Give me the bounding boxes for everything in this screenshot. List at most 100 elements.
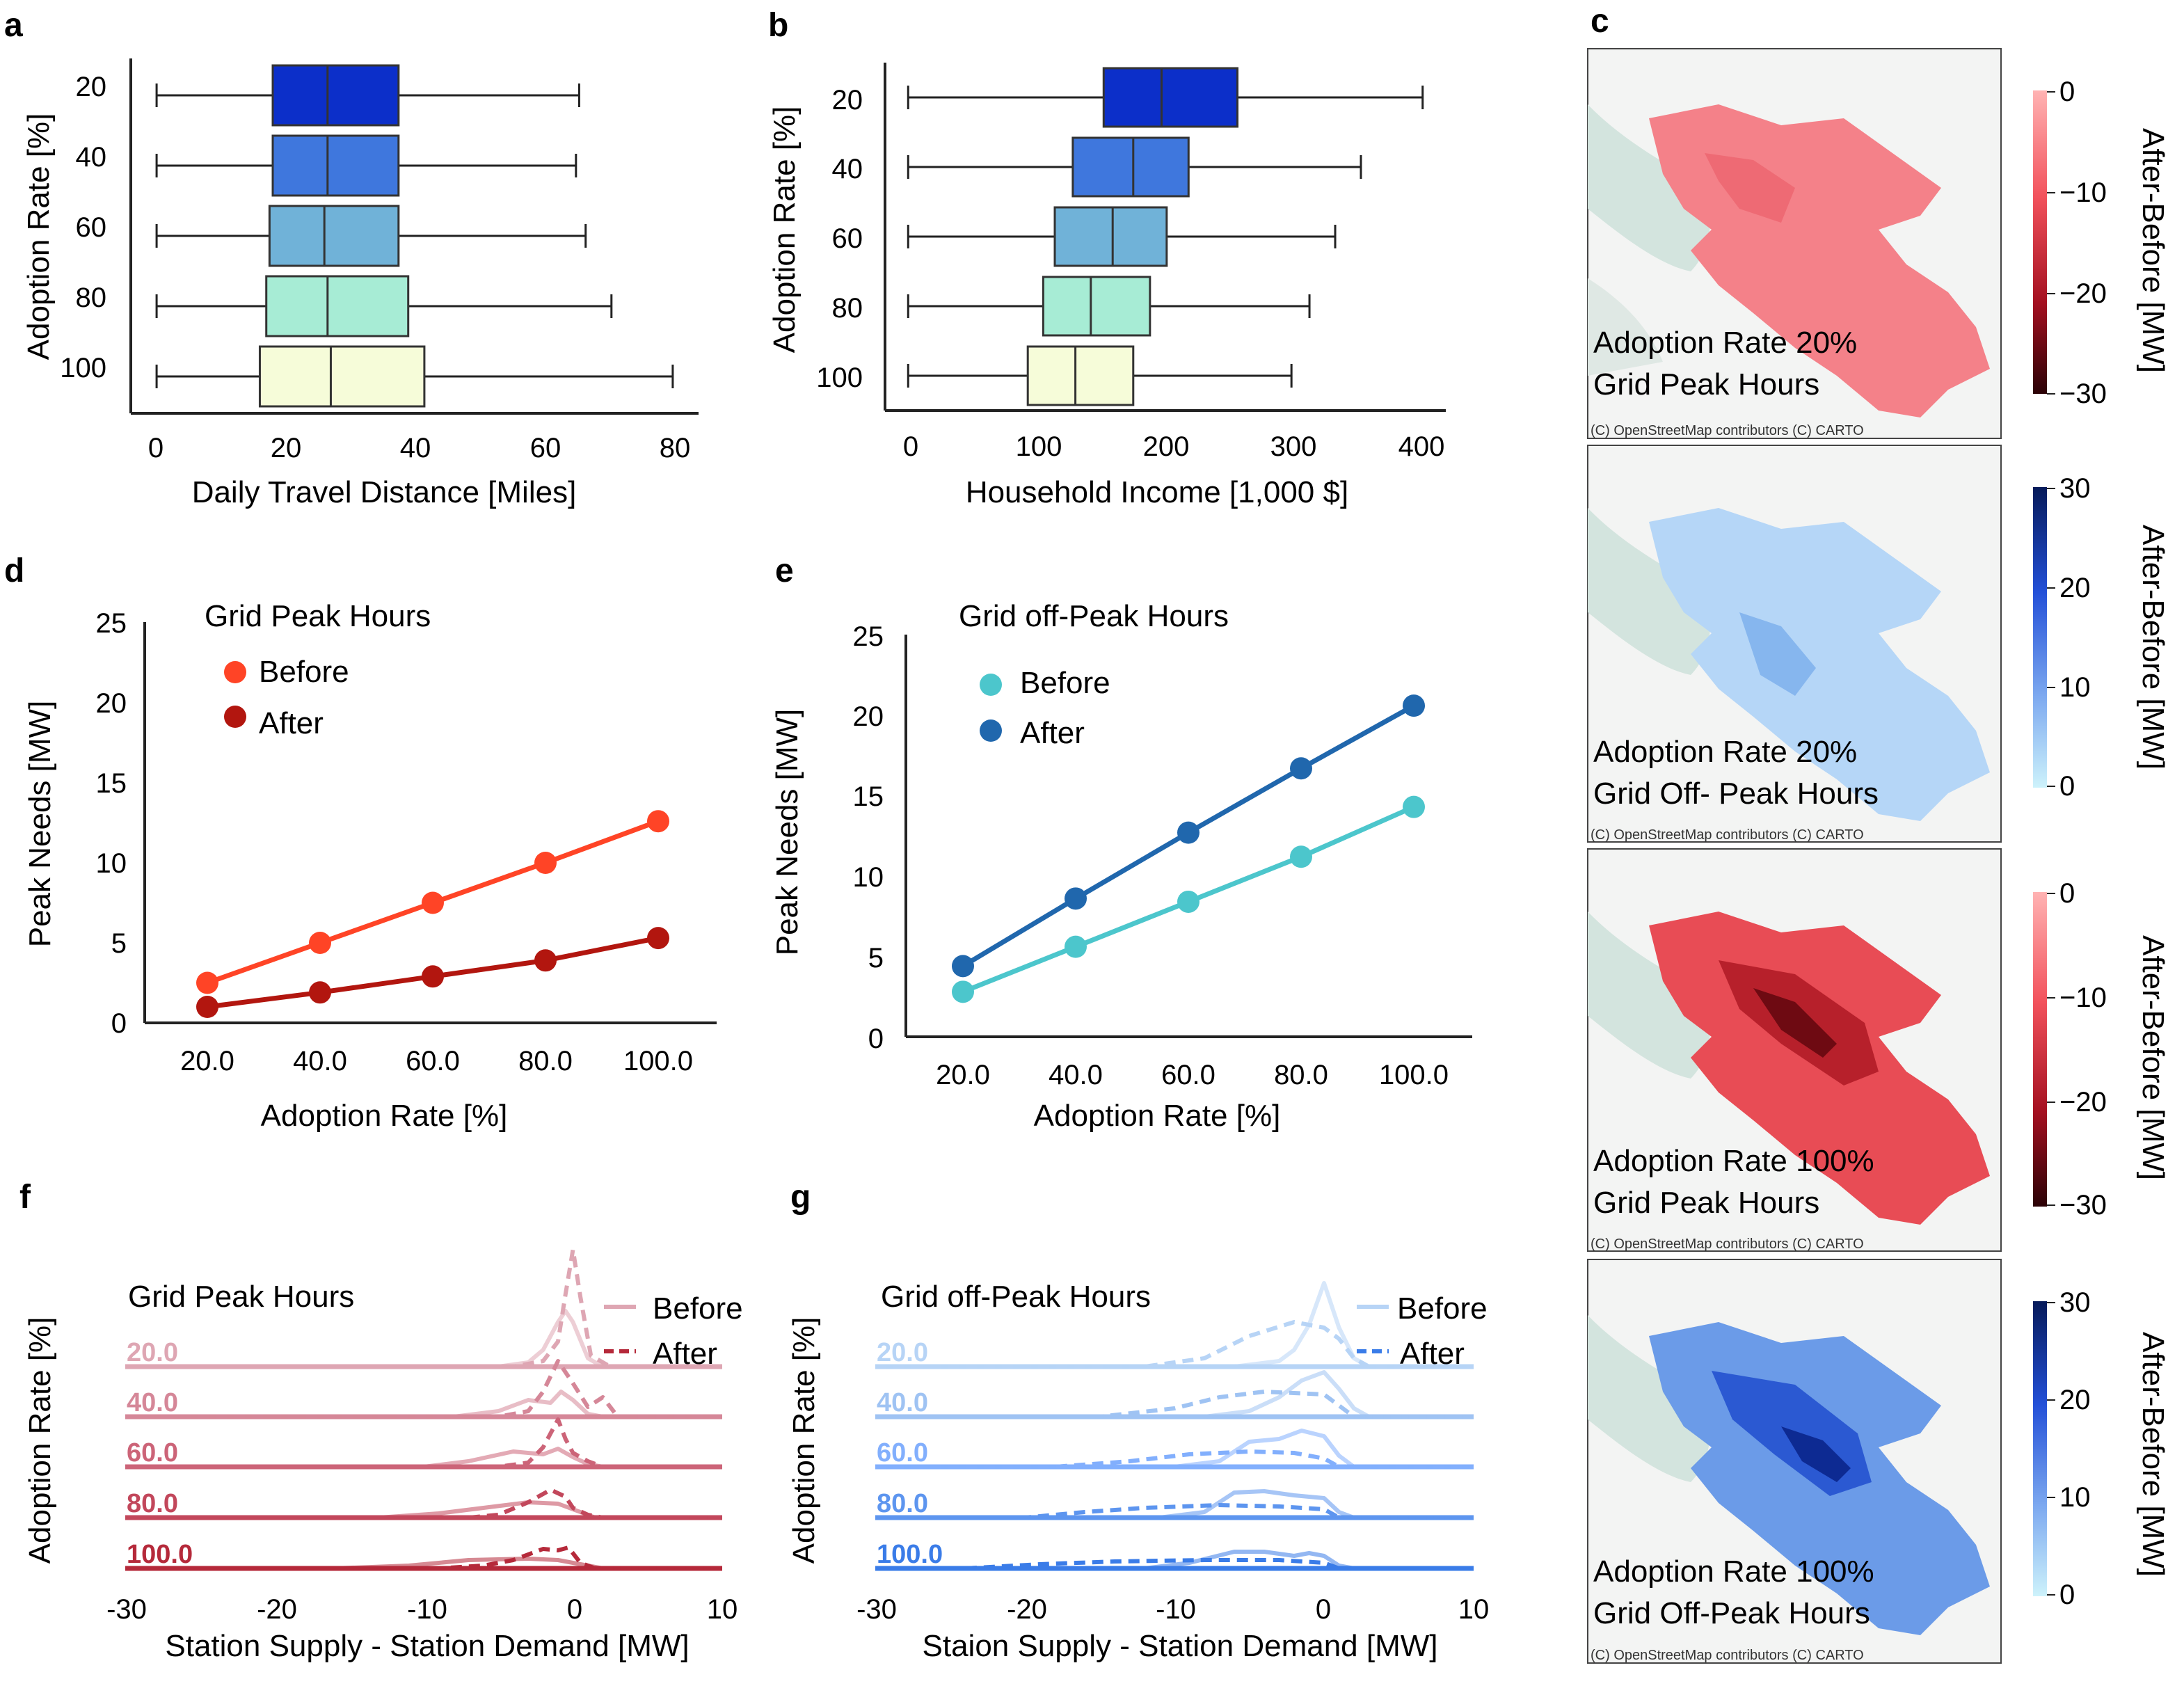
d-ytick-20: 20 <box>96 688 127 719</box>
e-point-after-100 <box>1403 694 1425 717</box>
g-curve-before-40.0 <box>875 1370 1474 1419</box>
d-legend-marker-after <box>224 706 246 728</box>
g-curve-after-80.0 <box>875 1503 1474 1520</box>
d-point-after-20 <box>196 996 218 1018</box>
g-row-label-60.0: 60.0 <box>877 1438 928 1468</box>
c-map-1-land <box>1588 278 1663 376</box>
e-point-after-20 <box>952 955 974 978</box>
c-map-4-cbar-label-3: 0 <box>2059 1580 2075 1610</box>
c-map-3-cbar-label-0: 0 <box>2059 878 2075 909</box>
c-map-1-cbar-title: After-Before [MW] <box>2136 128 2170 373</box>
d-xtick-20: 20.0 <box>180 1046 234 1076</box>
e-ytick-5: 5 <box>868 943 884 973</box>
f-row-label-40.0: 40.0 <box>127 1388 178 1417</box>
c-map-3-cbar-label-2: −20 <box>2059 1087 2107 1118</box>
f-row-label-100.0: 100.0 <box>127 1540 193 1569</box>
panel-g-ridgeline: 20.0 40.0 60.0 80.0 100.0 Grid off-Peak Hour… <box>787 1280 1489 1663</box>
g-legend-after: After <box>1400 1337 1465 1371</box>
a-box-100 <box>258 345 426 408</box>
f-xtick-0: 0 <box>567 1594 582 1625</box>
panel-letter-a: a <box>4 7 23 44</box>
c-map-4-label2: Grid Off-Peak Hours <box>1593 1596 1870 1630</box>
a-xtick-80: 80 <box>660 433 691 463</box>
c-map-4-cbar-label-1: 20 <box>2059 1385 2091 1415</box>
a-box-80 <box>265 275 410 337</box>
f-xtick-n30: -30 <box>106 1594 147 1625</box>
b-xtick-0: 0 <box>903 431 918 462</box>
c-map-4-cbar-label-2: 10 <box>2059 1482 2091 1513</box>
c-map-1-cbar-label-3: −30 <box>2059 379 2107 409</box>
a-ylabel: Adoption Rate [%] <box>22 113 56 360</box>
g-ylabel: Adoption Rate [%] <box>787 1317 821 1564</box>
c-map-3-label1: Adoption Rate 100% <box>1593 1144 1874 1178</box>
e-ytick-10: 10 <box>853 862 884 893</box>
b-xtick-300: 300 <box>1270 431 1317 462</box>
panel-f-ridgeline: 20.0 40.0 60.0 80.0 100.0 Grid Peak Hours Be… <box>23 1248 743 1663</box>
c-map-2-cbar-label-0: 30 <box>2059 473 2091 504</box>
a-ytick-40: 40 <box>76 142 107 173</box>
panel-d-line: 0 5 10 15 20 25 20.0 40.0 60.0 80.0 100.… <box>23 599 717 1133</box>
g-xtick-0: 0 <box>1316 1594 1331 1625</box>
f-row-label-20.0: 20.0 <box>127 1338 178 1367</box>
b-box-100 <box>1026 345 1135 406</box>
c-map-4-bay <box>1588 1315 1711 1482</box>
e-legend-marker-before <box>980 674 1002 696</box>
c-map-1-cbar-label-1: −10 <box>2059 177 2107 208</box>
c-map-1-cbar-label-0: 0 <box>2059 77 2075 107</box>
b-ytick-60: 60 <box>832 223 863 254</box>
e-point-before-60 <box>1177 890 1199 913</box>
d-ytick-5: 5 <box>111 928 127 959</box>
f-curve-after-60.0 <box>125 1417 722 1469</box>
e-xlabel: Adoption Rate [%] <box>1034 1099 1281 1133</box>
e-title: Grid off-Peak Hours <box>959 599 1229 633</box>
panel-c-maps: Adoption Rate 20% Grid Peak Hours (C) Op… <box>1587 48 2170 1664</box>
e-legend-after: After <box>1020 716 1085 750</box>
f-legend-after: After <box>653 1337 717 1371</box>
g-curve-after-40.0 <box>875 1390 1474 1419</box>
f-curve-after-40.0 <box>125 1359 722 1419</box>
e-ytick-25: 25 <box>853 621 884 652</box>
c-map-4-cbar-label-0: 30 <box>2059 1287 2091 1318</box>
f-row-label-80.0: 80.0 <box>127 1489 178 1518</box>
c-map-1: Adoption Rate 20% Grid Peak Hours (C) Op… <box>1587 48 2170 439</box>
d-point-before-80 <box>534 852 557 874</box>
panel-letter-d: d <box>4 552 24 589</box>
d-ytick-15: 15 <box>96 768 127 799</box>
c-map-2-label2: Grid Off- Peak Hours <box>1593 777 1879 811</box>
b-xtick-200: 200 <box>1143 431 1190 462</box>
a-xtick-60: 60 <box>530 433 561 463</box>
panel-b-boxplot: 20 40 60 80 100 0 100 200 300 400 Househ… <box>767 63 1446 509</box>
d-legend-before: Before <box>259 655 349 689</box>
b-box-80 <box>1042 276 1151 337</box>
a-box-40 <box>271 134 400 197</box>
d-point-before-60 <box>422 891 444 914</box>
g-curve-after-100.0 <box>875 1558 1474 1570</box>
panel-letter-c: c <box>1591 3 1609 40</box>
e-legend-before: Before <box>1020 666 1110 700</box>
d-ylabel: Peak Needs [MW] <box>23 701 57 948</box>
c-map-1-cbar-label-2: −20 <box>2059 278 2107 309</box>
a-ytick-100: 100 <box>60 353 106 383</box>
panel-letter-e: e <box>775 552 794 589</box>
e-point-after-40 <box>1065 887 1087 910</box>
d-title: Grid Peak Hours <box>205 599 431 633</box>
d-legend-marker-before <box>224 661 246 683</box>
d-xtick-80: 80.0 <box>518 1046 573 1076</box>
b-ylabel: Adoption Rate [%] <box>767 106 802 353</box>
f-xtick-n10: -10 <box>407 1594 447 1625</box>
b-ytick-80: 80 <box>832 293 863 324</box>
g-xtick-n10: -10 <box>1156 1594 1196 1625</box>
e-ytick-0: 0 <box>868 1024 884 1054</box>
c-map-4-label1: Adoption Rate 100% <box>1593 1554 1874 1589</box>
c-map-3-cbar-title: After-Before [MW] <box>2136 935 2170 1180</box>
a-ytick-60: 60 <box>76 212 107 243</box>
d-point-before-40 <box>309 932 331 954</box>
g-legend-before: Before <box>1397 1291 1488 1326</box>
a-ytick-20: 20 <box>76 72 107 102</box>
f-xtick-10: 10 <box>707 1594 738 1625</box>
f-curve-before-20.0 <box>125 1309 722 1369</box>
g-curve-after-20.0 <box>875 1320 1474 1369</box>
b-xtick-100: 100 <box>1016 431 1062 462</box>
panel-a-boxplot: 20 40 60 80 100 0 20 40 60 80 Daily Trav… <box>22 58 699 509</box>
c-map-3-bay <box>1588 912 1711 1079</box>
